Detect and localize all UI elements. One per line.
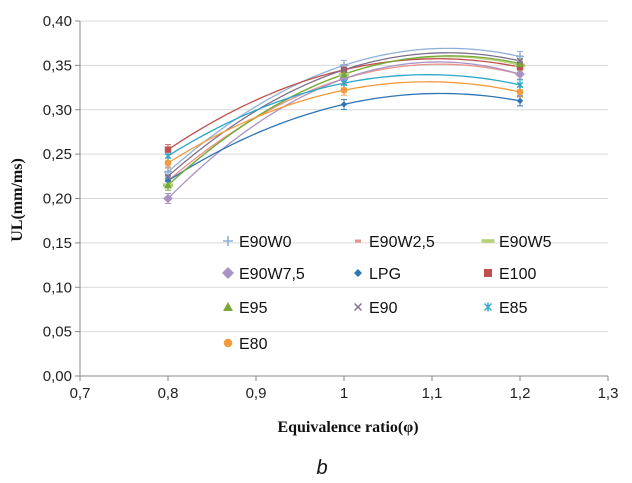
legend-label: E95 — [239, 300, 268, 317]
data-point — [516, 63, 524, 71]
legend-label: E90W5 — [499, 234, 552, 251]
legend-item: E90W5 — [481, 234, 552, 251]
legend-label: E85 — [499, 300, 528, 317]
tick-labels: 0,00 0,05 0,10 0,15 0,20 0,25 0,30 0,35 0,40 0,7 0… — [43, 13, 619, 402]
legend-item: LPG — [354, 266, 401, 283]
x-tick-label: 1,2 — [510, 385, 531, 402]
data-point — [164, 177, 172, 184]
y-tick-label: 0,25 — [43, 146, 72, 163]
x-tick-label: 1 — [340, 385, 348, 402]
x-tick-label: 0,7 — [70, 385, 91, 402]
legend-item: E90W7,5 — [222, 266, 305, 283]
data-point — [164, 152, 172, 160]
y-tick-label: 0,10 — [43, 279, 72, 296]
y-tick-label: 0,00 — [43, 368, 72, 385]
legend-marker — [484, 302, 492, 312]
figure-caption: b — [316, 457, 327, 479]
data-point — [516, 57, 524, 65]
data-point — [340, 79, 348, 87]
y-tick-label: 0,30 — [43, 102, 72, 119]
data-point — [164, 181, 172, 189]
legend-marker — [222, 267, 234, 279]
data-point — [164, 173, 172, 180]
legend-marker — [481, 239, 495, 243]
legend-label: E90W2,5 — [369, 234, 435, 251]
y-tick-label: 0,05 — [43, 324, 72, 341]
legend-item: E90 — [354, 300, 398, 317]
legend-marker — [223, 236, 233, 246]
y-tick-label: 0,35 — [43, 57, 72, 74]
legend-label: E80 — [239, 336, 268, 353]
data-point — [164, 146, 172, 153]
data-point — [340, 101, 348, 108]
data-point — [164, 167, 172, 176]
legend-marker — [223, 338, 233, 348]
data-point — [340, 66, 348, 74]
data-point — [516, 52, 524, 61]
data-point — [516, 88, 524, 96]
legend-label: E90W0 — [239, 234, 292, 251]
legend-item: E85 — [484, 300, 528, 317]
legend-item: E90W2,5 — [355, 234, 435, 251]
x-tick-label: 0,8 — [158, 385, 179, 402]
data-point — [515, 69, 525, 80]
data-point — [340, 70, 348, 78]
axes — [75, 20, 609, 381]
legend-marker — [484, 269, 492, 277]
legend-item: E100 — [484, 266, 536, 283]
data-point — [163, 193, 173, 204]
legend-item: E80 — [223, 336, 268, 353]
legend-marker — [354, 269, 362, 277]
legend-item: E90W0 — [223, 234, 292, 251]
legend-label: E90W7,5 — [239, 266, 305, 283]
y-axis-title: UL(mm/ms) — [9, 158, 26, 242]
y-tick-label: 0,40 — [43, 13, 72, 30]
legend-marker — [223, 302, 233, 311]
data-points — [162, 52, 526, 204]
y-tick-label: 0,20 — [43, 191, 72, 208]
data-point — [516, 59, 524, 67]
x-tick-label: 0,9 — [246, 385, 267, 402]
legend-marker — [355, 239, 361, 243]
legend-marker — [354, 303, 362, 311]
legend-item: E95 — [223, 300, 268, 317]
legend-label: E100 — [499, 266, 536, 283]
legend: E90W0 E90W2,5 E90W5 E90W7,5 LPG E100 E95 E90 E85… — [222, 234, 552, 353]
x-tick-label: 1,3 — [598, 385, 619, 402]
legend-label: E90 — [369, 300, 398, 317]
x-tick-label: 1,1 — [422, 385, 443, 402]
legend-label: LPG — [369, 266, 401, 283]
y-tick-label: 0,15 — [43, 235, 72, 252]
data-point — [516, 81, 524, 89]
data-point — [516, 97, 524, 105]
data-point — [340, 86, 348, 94]
x-axis-title: Equivalence ratio(φ) — [277, 419, 418, 436]
data-point — [164, 159, 172, 167]
